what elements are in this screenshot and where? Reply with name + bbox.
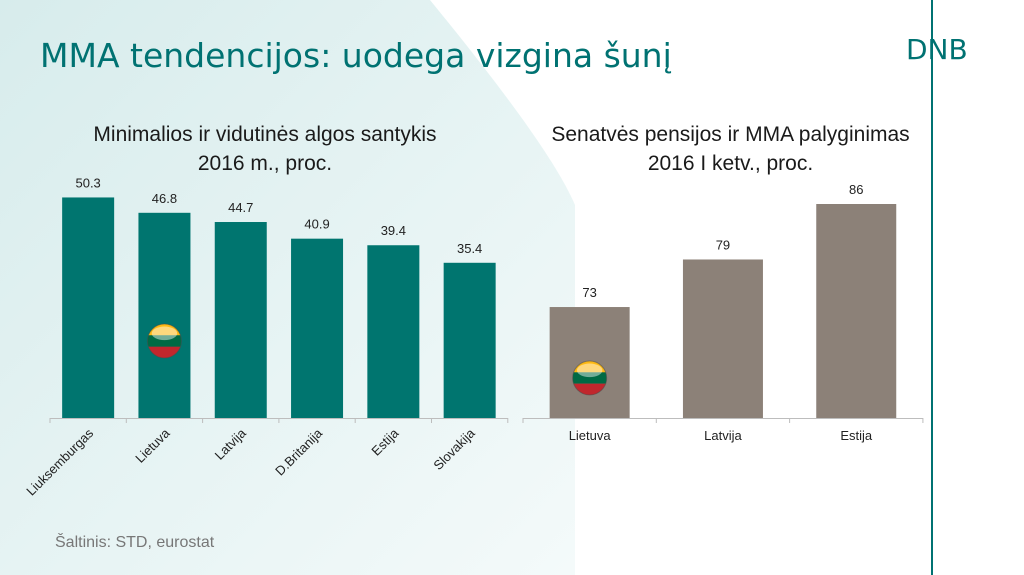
data-label: 86 bbox=[849, 182, 863, 197]
brand-divider-line bbox=[931, 0, 933, 575]
lithuania-flag-icon bbox=[146, 323, 182, 359]
right-chart-title-line-2: 2016 I ketv., proc. bbox=[647, 152, 814, 175]
data-label: 40.9 bbox=[304, 217, 329, 232]
bar-slovakija bbox=[443, 262, 496, 418]
bar-estija bbox=[367, 245, 420, 418]
slide-title: MMA tendencijos: uodega vizgina šunį bbox=[40, 36, 672, 75]
data-label: 46.8 bbox=[152, 191, 177, 206]
left-chart-title-line-2: 2016 m., proc. bbox=[197, 152, 333, 175]
data-label: 79 bbox=[716, 237, 730, 252]
data-label: 50.3 bbox=[75, 175, 100, 190]
source-note: Šaltinis: STD, eurostat bbox=[55, 534, 215, 551]
data-label: 35.4 bbox=[457, 241, 482, 256]
bar-latvija bbox=[214, 222, 267, 418]
left-chart-title-line-1: Minimalios ir vidutinės algos santykis bbox=[93, 123, 437, 146]
bar-liuksemburgas bbox=[62, 197, 115, 418]
bar-lietuva bbox=[138, 212, 191, 418]
x-tick-label: Lietuva bbox=[569, 428, 612, 443]
x-tick-label: Estija bbox=[840, 428, 873, 443]
right-chart-title-line-1: Senatvės pensijos ir MMA palyginimas bbox=[551, 123, 910, 146]
data-label: 73 bbox=[582, 285, 596, 300]
bar-estija bbox=[816, 204, 897, 418]
lithuania-flag-icon bbox=[572, 360, 608, 396]
dnb-logo: DNB bbox=[906, 33, 968, 66]
bar-d-britanija bbox=[291, 238, 344, 418]
x-tick-label: Latvija bbox=[704, 428, 742, 443]
data-label: 39.4 bbox=[381, 223, 406, 238]
right-chart-title: Senatvės pensijos ir MMA palyginimas 201… bbox=[523, 120, 938, 178]
left-chart-title: Minimalios ir vidutinės algos santykis 2… bbox=[30, 120, 500, 178]
bar-latvija bbox=[682, 259, 763, 418]
data-label: 44.7 bbox=[228, 200, 253, 215]
